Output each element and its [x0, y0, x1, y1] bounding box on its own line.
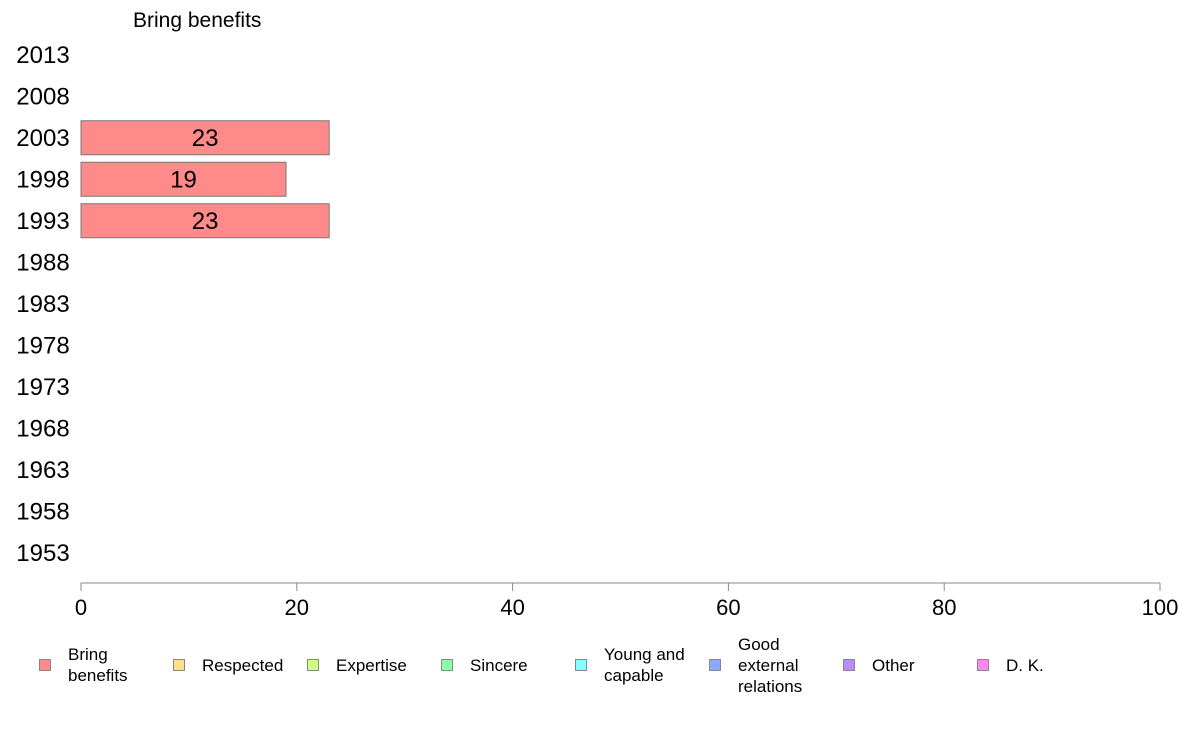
y-tick-label: 1953 [16, 540, 69, 567]
y-tick-label: 2003 [16, 125, 69, 152]
y-tick-label: 1968 [16, 415, 69, 442]
legend-label: Respected [202, 655, 284, 675]
x-tick-label: 20 [285, 595, 309, 620]
legend: Bring benefits Respected Expertise Sincere Y… [0, 630, 1188, 700]
legend-label: Bring benefits [68, 645, 128, 685]
legend-swatch [173, 659, 185, 671]
legend-swatch [843, 659, 855, 671]
legend-item: D. K. [977, 630, 1044, 700]
legend-item: Good external relations [709, 630, 802, 700]
y-tick-label: 1993 [16, 208, 69, 235]
x-tick-label: 60 [716, 595, 740, 620]
y-tick-label: 1973 [16, 374, 69, 401]
y-tick-label: 1983 [16, 291, 69, 318]
bar [80, 203, 330, 239]
y-axis-labels: 2013 2008 2003 1998 1993 1988 1983 1978 1973 1968… [16, 42, 69, 567]
bar [80, 120, 330, 156]
y-tick-label: 1978 [16, 332, 69, 359]
y-tick-label: 2013 [16, 42, 69, 69]
y-tick-label: 1958 [16, 498, 69, 525]
data-label: 23 [192, 125, 219, 152]
legend-swatch [709, 659, 721, 671]
legend-item: Sincere [441, 630, 528, 700]
y-tick-label: 1988 [16, 249, 69, 276]
x-tick-label: 40 [500, 595, 524, 620]
legend-label: Good external relations [738, 634, 803, 696]
legend-label: Young and capable [604, 645, 685, 685]
data-label: 23 [192, 208, 219, 235]
legend-label: Other [872, 655, 915, 675]
legend-item: Young and capable [575, 630, 685, 700]
bar [80, 161, 287, 197]
legend-swatch [575, 659, 587, 671]
legend-label: Sincere [470, 655, 528, 675]
chart-title: Bring benefits [133, 9, 261, 32]
legend-label: D. K. [1006, 655, 1044, 675]
legend-item: Expertise [307, 630, 407, 700]
bar-chart: Bring benefits 2013 2008 2003 1998 1993 1988 1… [16, 9, 1179, 620]
legend-item: Other [843, 630, 915, 700]
bars: 23 19 23 [80, 120, 330, 239]
y-tick-label: 1963 [16, 457, 69, 484]
legend-swatch [307, 659, 319, 671]
y-tick-label: 2008 [16, 83, 69, 110]
legend-swatch [441, 659, 453, 671]
x-tick-label: 80 [932, 595, 956, 620]
x-tick-label: 100 [1142, 595, 1179, 620]
y-tick-label: 1998 [16, 166, 69, 193]
legend-item: Respected [173, 630, 283, 700]
x-axis: 0 20 40 60 80 100 [75, 582, 1179, 620]
legend-item: Bring benefits [39, 630, 128, 700]
legend-swatch [977, 659, 989, 671]
legend-swatch [39, 659, 51, 671]
x-tick-label: 0 [75, 595, 87, 620]
legend-label: Expertise [336, 655, 407, 675]
data-label: 19 [170, 166, 197, 193]
